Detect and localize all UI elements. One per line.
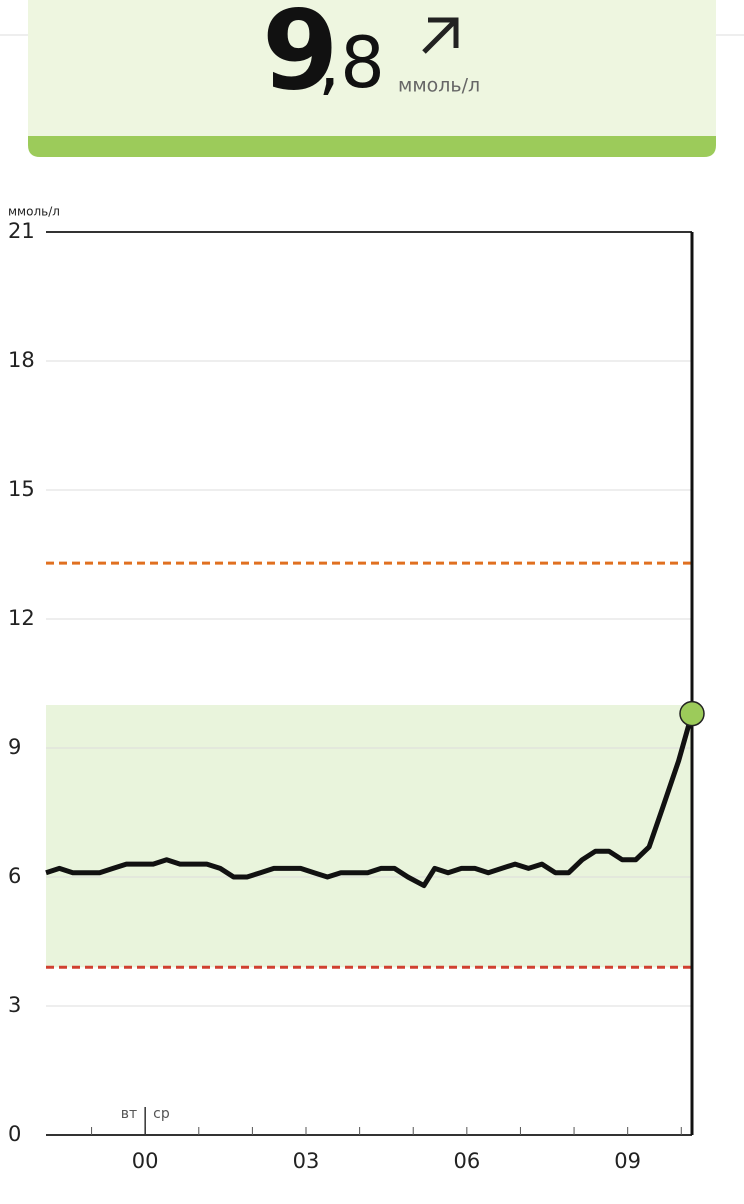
y-tick-label: 12 xyxy=(8,606,35,630)
x-tick-label: 03 xyxy=(293,1149,320,1173)
glucose-line xyxy=(45,712,695,889)
target-range xyxy=(46,705,692,968)
y-tick-label: 15 xyxy=(8,477,35,501)
x-tick-label: 09 xyxy=(614,1149,641,1173)
y-tick-label: 21 xyxy=(8,219,35,243)
trend-arrow xyxy=(422,17,459,54)
y-tick-label: 0 xyxy=(8,1122,21,1146)
y-tick-label: 6 xyxy=(8,864,21,888)
y-unit: ммоль/л xyxy=(8,205,60,219)
y-tick-label: 3 xyxy=(8,993,21,1017)
y-tick-label: 18 xyxy=(8,348,35,372)
reading-card xyxy=(28,0,716,136)
reading-integer: 9 xyxy=(262,0,339,114)
day-after: ср xyxy=(153,1106,170,1122)
day-before: вт xyxy=(121,1106,137,1122)
x-tick-label: 00 xyxy=(132,1149,159,1173)
x-tick-label: 06 xyxy=(453,1149,480,1173)
reading-fraction: ,8 xyxy=(318,22,385,104)
current-point xyxy=(679,700,705,727)
reading-unit: ммоль/л xyxy=(398,75,480,97)
y-tick-label: 9 xyxy=(8,735,21,759)
